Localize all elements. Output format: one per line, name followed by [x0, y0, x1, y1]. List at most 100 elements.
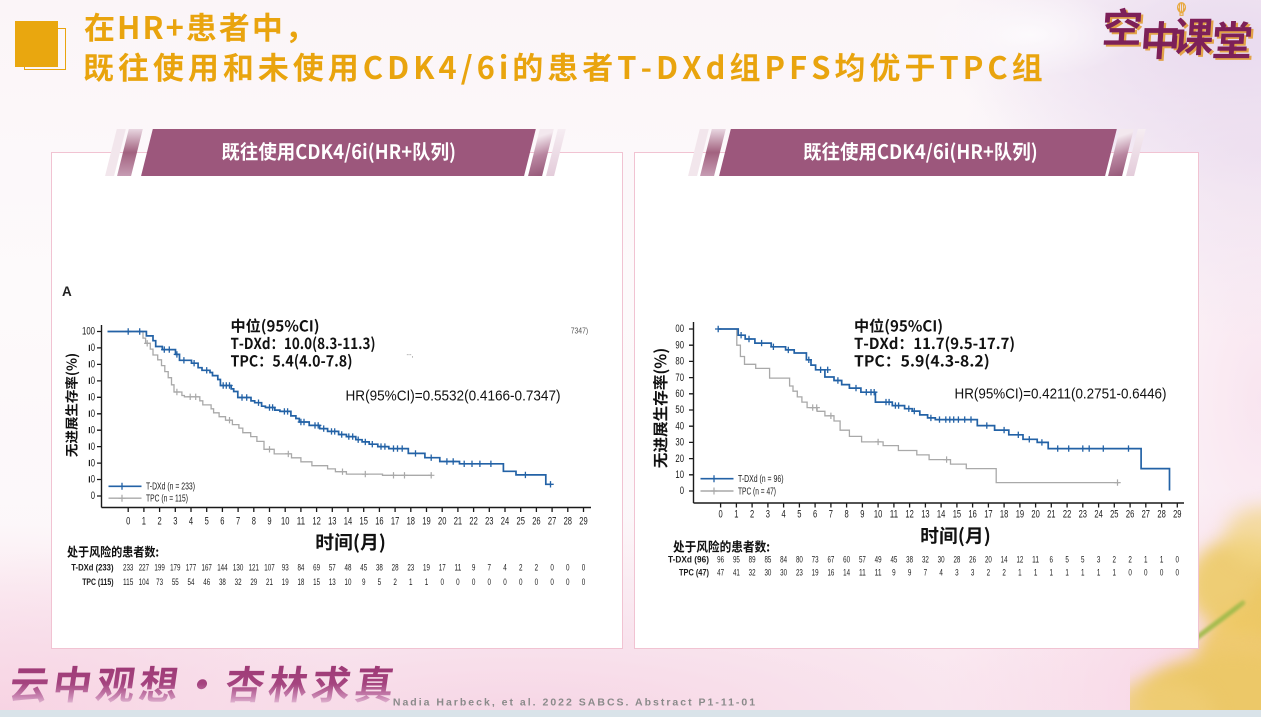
svg-text:16: 16 — [968, 509, 976, 521]
svg-text:30: 30 — [780, 568, 787, 578]
svg-text:0: 0 — [1176, 568, 1180, 578]
svg-text:0: 0 — [91, 424, 95, 436]
svg-text:0: 0 — [1160, 568, 1164, 578]
svg-text:115: 115 — [123, 577, 133, 587]
svg-text:2: 2 — [1002, 568, 1006, 578]
svg-text:20: 20 — [1031, 509, 1039, 521]
svg-text:1: 1 — [1018, 568, 1022, 578]
svg-text:29: 29 — [250, 577, 257, 587]
svg-text:11: 11 — [297, 516, 305, 528]
svg-text:48: 48 — [345, 563, 352, 573]
svg-text:0: 0 — [440, 577, 444, 587]
svg-text:5: 5 — [1081, 555, 1085, 565]
svg-text:0: 0 — [91, 441, 95, 453]
svg-text:7: 7 — [829, 509, 833, 521]
svg-text:32: 32 — [749, 568, 756, 578]
svg-text:5: 5 — [378, 577, 382, 587]
svg-text:6: 6 — [220, 516, 224, 528]
svg-text:7347): 7347) — [571, 325, 589, 335]
svg-text:0: 0 — [472, 577, 476, 587]
svg-text:2: 2 — [158, 516, 162, 528]
svg-text:T-DXd (233): T-DXd (233) — [71, 563, 113, 574]
svg-text:104: 104 — [139, 577, 149, 587]
svg-text:26: 26 — [532, 516, 540, 528]
svg-text:8: 8 — [252, 516, 256, 528]
svg-text:60: 60 — [675, 388, 684, 400]
svg-text:23: 23 — [796, 568, 803, 578]
svg-text:12: 12 — [312, 516, 320, 528]
svg-text:179: 179 — [170, 563, 180, 573]
svg-text:13: 13 — [328, 516, 336, 528]
svg-text:15: 15 — [360, 516, 368, 528]
svg-text:67: 67 — [827, 555, 834, 565]
svg-text:85: 85 — [764, 555, 771, 565]
svg-text:16: 16 — [827, 568, 834, 578]
svg-text:11: 11 — [454, 563, 461, 573]
svg-text:3: 3 — [1097, 555, 1101, 565]
svg-text:Nadia Harbeck, et al. 2022 SAB: Nadia Harbeck, et al. 2022 SABCS. Abstra… — [393, 697, 757, 709]
svg-text:18: 18 — [1000, 509, 1008, 521]
svg-text:9: 9 — [362, 577, 366, 587]
svg-text:1: 1 — [409, 577, 413, 587]
svg-text:2: 2 — [519, 563, 523, 573]
svg-text:11: 11 — [859, 568, 866, 578]
svg-text:0: 0 — [535, 577, 539, 587]
svg-text:24: 24 — [501, 516, 509, 528]
svg-text:0: 0 — [1176, 555, 1180, 565]
svg-text:17: 17 — [984, 509, 992, 521]
svg-text:227: 227 — [139, 563, 149, 573]
svg-text:20: 20 — [675, 453, 684, 465]
svg-text:2: 2 — [1113, 555, 1117, 565]
svg-text:A: A — [62, 284, 72, 299]
svg-text:19: 19 — [812, 568, 819, 578]
svg-text:10: 10 — [345, 577, 352, 587]
svg-text:0: 0 — [91, 408, 95, 420]
svg-text:41: 41 — [733, 568, 740, 578]
svg-text:21: 21 — [266, 577, 273, 587]
svg-text:73: 73 — [156, 577, 163, 587]
svg-text:54: 54 — [188, 577, 195, 587]
svg-text:18: 18 — [407, 516, 415, 528]
svg-text:25: 25 — [517, 516, 525, 528]
svg-text:5: 5 — [797, 509, 801, 521]
svg-text:HR(95%CI)=0.4211(0.2751-0.6446: HR(95%CI)=0.4211(0.2751-0.6446) — [955, 386, 1167, 403]
svg-text:1: 1 — [1050, 568, 1054, 578]
svg-text:--,: --, — [407, 350, 414, 359]
svg-text:20: 20 — [985, 555, 992, 565]
svg-text:00: 00 — [675, 323, 684, 335]
svg-text:144: 144 — [217, 563, 227, 573]
svg-text:21: 21 — [454, 516, 462, 528]
svg-text:23: 23 — [407, 563, 414, 573]
svg-text:21: 21 — [1047, 509, 1055, 521]
svg-text:233: 233 — [123, 563, 133, 573]
svg-text:95: 95 — [733, 555, 740, 565]
svg-text:14: 14 — [344, 516, 352, 528]
svg-text:TPC (115): TPC (115) — [82, 577, 113, 588]
svg-text:9: 9 — [860, 509, 864, 521]
svg-text:13: 13 — [921, 509, 929, 521]
svg-text:4: 4 — [503, 563, 507, 573]
svg-text:8: 8 — [845, 509, 849, 521]
svg-text:11: 11 — [890, 509, 898, 521]
svg-text:0: 0 — [91, 342, 95, 354]
svg-text:22: 22 — [1063, 509, 1071, 521]
svg-text:84: 84 — [780, 555, 787, 565]
svg-text:10: 10 — [675, 469, 684, 481]
svg-text:14: 14 — [1001, 555, 1008, 565]
svg-text:93: 93 — [282, 563, 289, 573]
svg-text:45: 45 — [360, 563, 367, 573]
svg-text:5: 5 — [1065, 555, 1069, 565]
svg-text:15: 15 — [953, 509, 961, 521]
svg-text:47: 47 — [717, 568, 724, 578]
svg-text:9: 9 — [472, 563, 476, 573]
svg-text:12: 12 — [1016, 555, 1023, 565]
svg-text:27: 27 — [1142, 509, 1150, 521]
svg-text:24: 24 — [1094, 509, 1102, 521]
svg-text:1: 1 — [1081, 568, 1085, 578]
svg-text:177: 177 — [186, 563, 196, 573]
svg-text:15: 15 — [313, 577, 320, 587]
svg-text:46: 46 — [203, 577, 210, 587]
svg-text:HR(95%CI)=0.5532(0.4166-0.7347: HR(95%CI)=0.5532(0.4166-0.7347) — [346, 388, 561, 405]
svg-text:0: 0 — [91, 457, 95, 469]
svg-text:0: 0 — [488, 577, 492, 587]
